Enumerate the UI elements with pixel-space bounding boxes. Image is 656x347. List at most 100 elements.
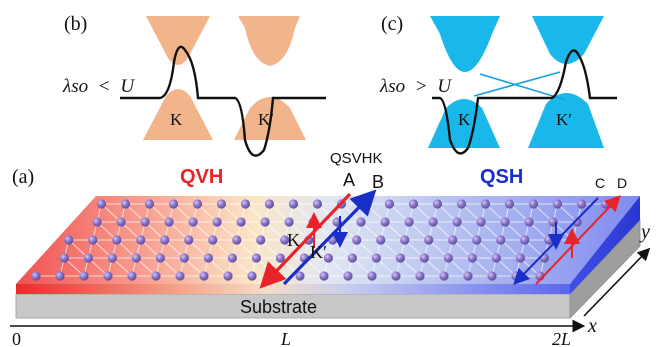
panel-c-valley-kp: K′ (556, 110, 572, 129)
lattice-atom (323, 253, 333, 263)
lattice-atom (107, 253, 117, 263)
lattice-atom (467, 253, 477, 263)
lattice-atom (576, 199, 587, 209)
lattice-atom (376, 235, 386, 245)
panel-c-valley-k: K (458, 110, 471, 129)
lattice-atom (116, 217, 126, 227)
lattice-atom (443, 253, 453, 263)
lattice-atom (175, 271, 185, 281)
lattice-atom (428, 217, 438, 227)
valley-label-k: K (287, 230, 300, 250)
lattice-atom (112, 235, 122, 245)
lattice-atom (223, 271, 233, 281)
lattice-atom (395, 253, 405, 263)
lattice-atom (260, 217, 270, 227)
lattice-atom (184, 235, 194, 245)
lattice-atom (415, 271, 425, 281)
band-cone-kp-upper (238, 16, 300, 66)
lattice-atom (456, 199, 467, 209)
lattice-atom (88, 235, 98, 245)
lattice-atom (64, 235, 74, 245)
lattice-atom (280, 235, 290, 245)
lattice-atom (247, 271, 257, 281)
lattice-atom (371, 253, 381, 263)
tick-label-0: 0 (12, 329, 21, 347)
lattice-atom (520, 235, 530, 245)
lattice-atom (199, 271, 209, 281)
lattice-atom (295, 271, 305, 281)
edge-arrow-b-up (282, 189, 377, 286)
panel-c-edge-cross-1 (473, 71, 561, 97)
lattice-atom (96, 199, 107, 209)
band-cone-k-upper (146, 16, 210, 65)
panel-c-tag: (c) (381, 13, 403, 35)
axis-y-line (583, 247, 651, 317)
lattice-atom (208, 235, 218, 245)
panel-b-valley-k: K (170, 110, 183, 129)
lattice-atom (552, 199, 563, 209)
lattice-atom (367, 271, 377, 281)
lattice-atom (264, 199, 275, 209)
region-label-qsh: QSH (480, 166, 523, 188)
region-label-qvh: QVH (180, 166, 223, 188)
panel-c-lambda: λso (379, 76, 405, 97)
lattice-atom (452, 217, 462, 227)
lattice-atom (179, 253, 189, 263)
panel-b-rhs: U (120, 76, 135, 97)
lattice-atom (140, 217, 150, 227)
lattice-atom (400, 235, 410, 245)
lattice-atom (352, 235, 362, 245)
edge-arrow-a-down (259, 192, 352, 289)
lattice-atom (472, 235, 482, 245)
honeycomb-lattice (31, 199, 611, 281)
edge-label-c: C (595, 175, 605, 191)
lattice-atom (203, 253, 213, 263)
panel-b-valley-kp: K′ (258, 110, 274, 129)
lattice-atom (404, 217, 414, 227)
panel-c: (c) λso > U K K′ (379, 13, 617, 155)
band-cone-kp-lower-c (528, 93, 604, 148)
substrate-side (569, 218, 641, 319)
panel-b-condition: λso < U (62, 76, 135, 97)
lattice-atom (55, 271, 65, 281)
panel-c-edge-cross-2 (479, 73, 567, 101)
panel-b-op: < (99, 76, 110, 97)
edge-label-b: B (372, 172, 384, 192)
lattice-atom (232, 235, 242, 245)
lattice-atom (480, 199, 491, 209)
axis-y-label: y (639, 221, 650, 243)
panel-c-edge-curve (432, 49, 617, 155)
lattice-atom (216, 199, 227, 209)
tick-label-l: L (280, 329, 291, 347)
lattice-atom (463, 271, 473, 281)
band-cone-k-lower (143, 89, 213, 140)
lattice-atom (424, 235, 434, 245)
lattice-atom (59, 253, 69, 263)
lattice-atom (408, 199, 419, 209)
substrate-label: Substrate (240, 297, 317, 317)
lattice-atom (343, 271, 353, 281)
lattice-atom (284, 217, 294, 227)
panel-b-cones (143, 16, 306, 140)
lattice-atom (384, 199, 395, 209)
lattice-atom (476, 217, 486, 227)
lattice-atom (528, 199, 539, 209)
lattice-atom (275, 253, 285, 263)
panel-c-condition: λso > U (379, 76, 452, 97)
lattice-atom (504, 199, 515, 209)
lattice-atom (496, 235, 506, 245)
lattice-atom (288, 199, 299, 209)
panel-b: (b) λso < U K K′ (62, 13, 326, 157)
panel-c-op: > (416, 76, 427, 97)
lattice-atom (83, 253, 93, 263)
lattice-atom (164, 217, 174, 227)
lattice-atom (168, 199, 179, 209)
lattice-atom (127, 271, 137, 281)
edge-label-d: D (617, 175, 627, 191)
lattice-atom (500, 217, 510, 227)
lattice-atom (439, 271, 449, 281)
lattice-atom (212, 217, 222, 227)
lattice-atom (419, 253, 429, 263)
lattice-atom (312, 199, 323, 209)
lattice-atom (515, 253, 525, 263)
